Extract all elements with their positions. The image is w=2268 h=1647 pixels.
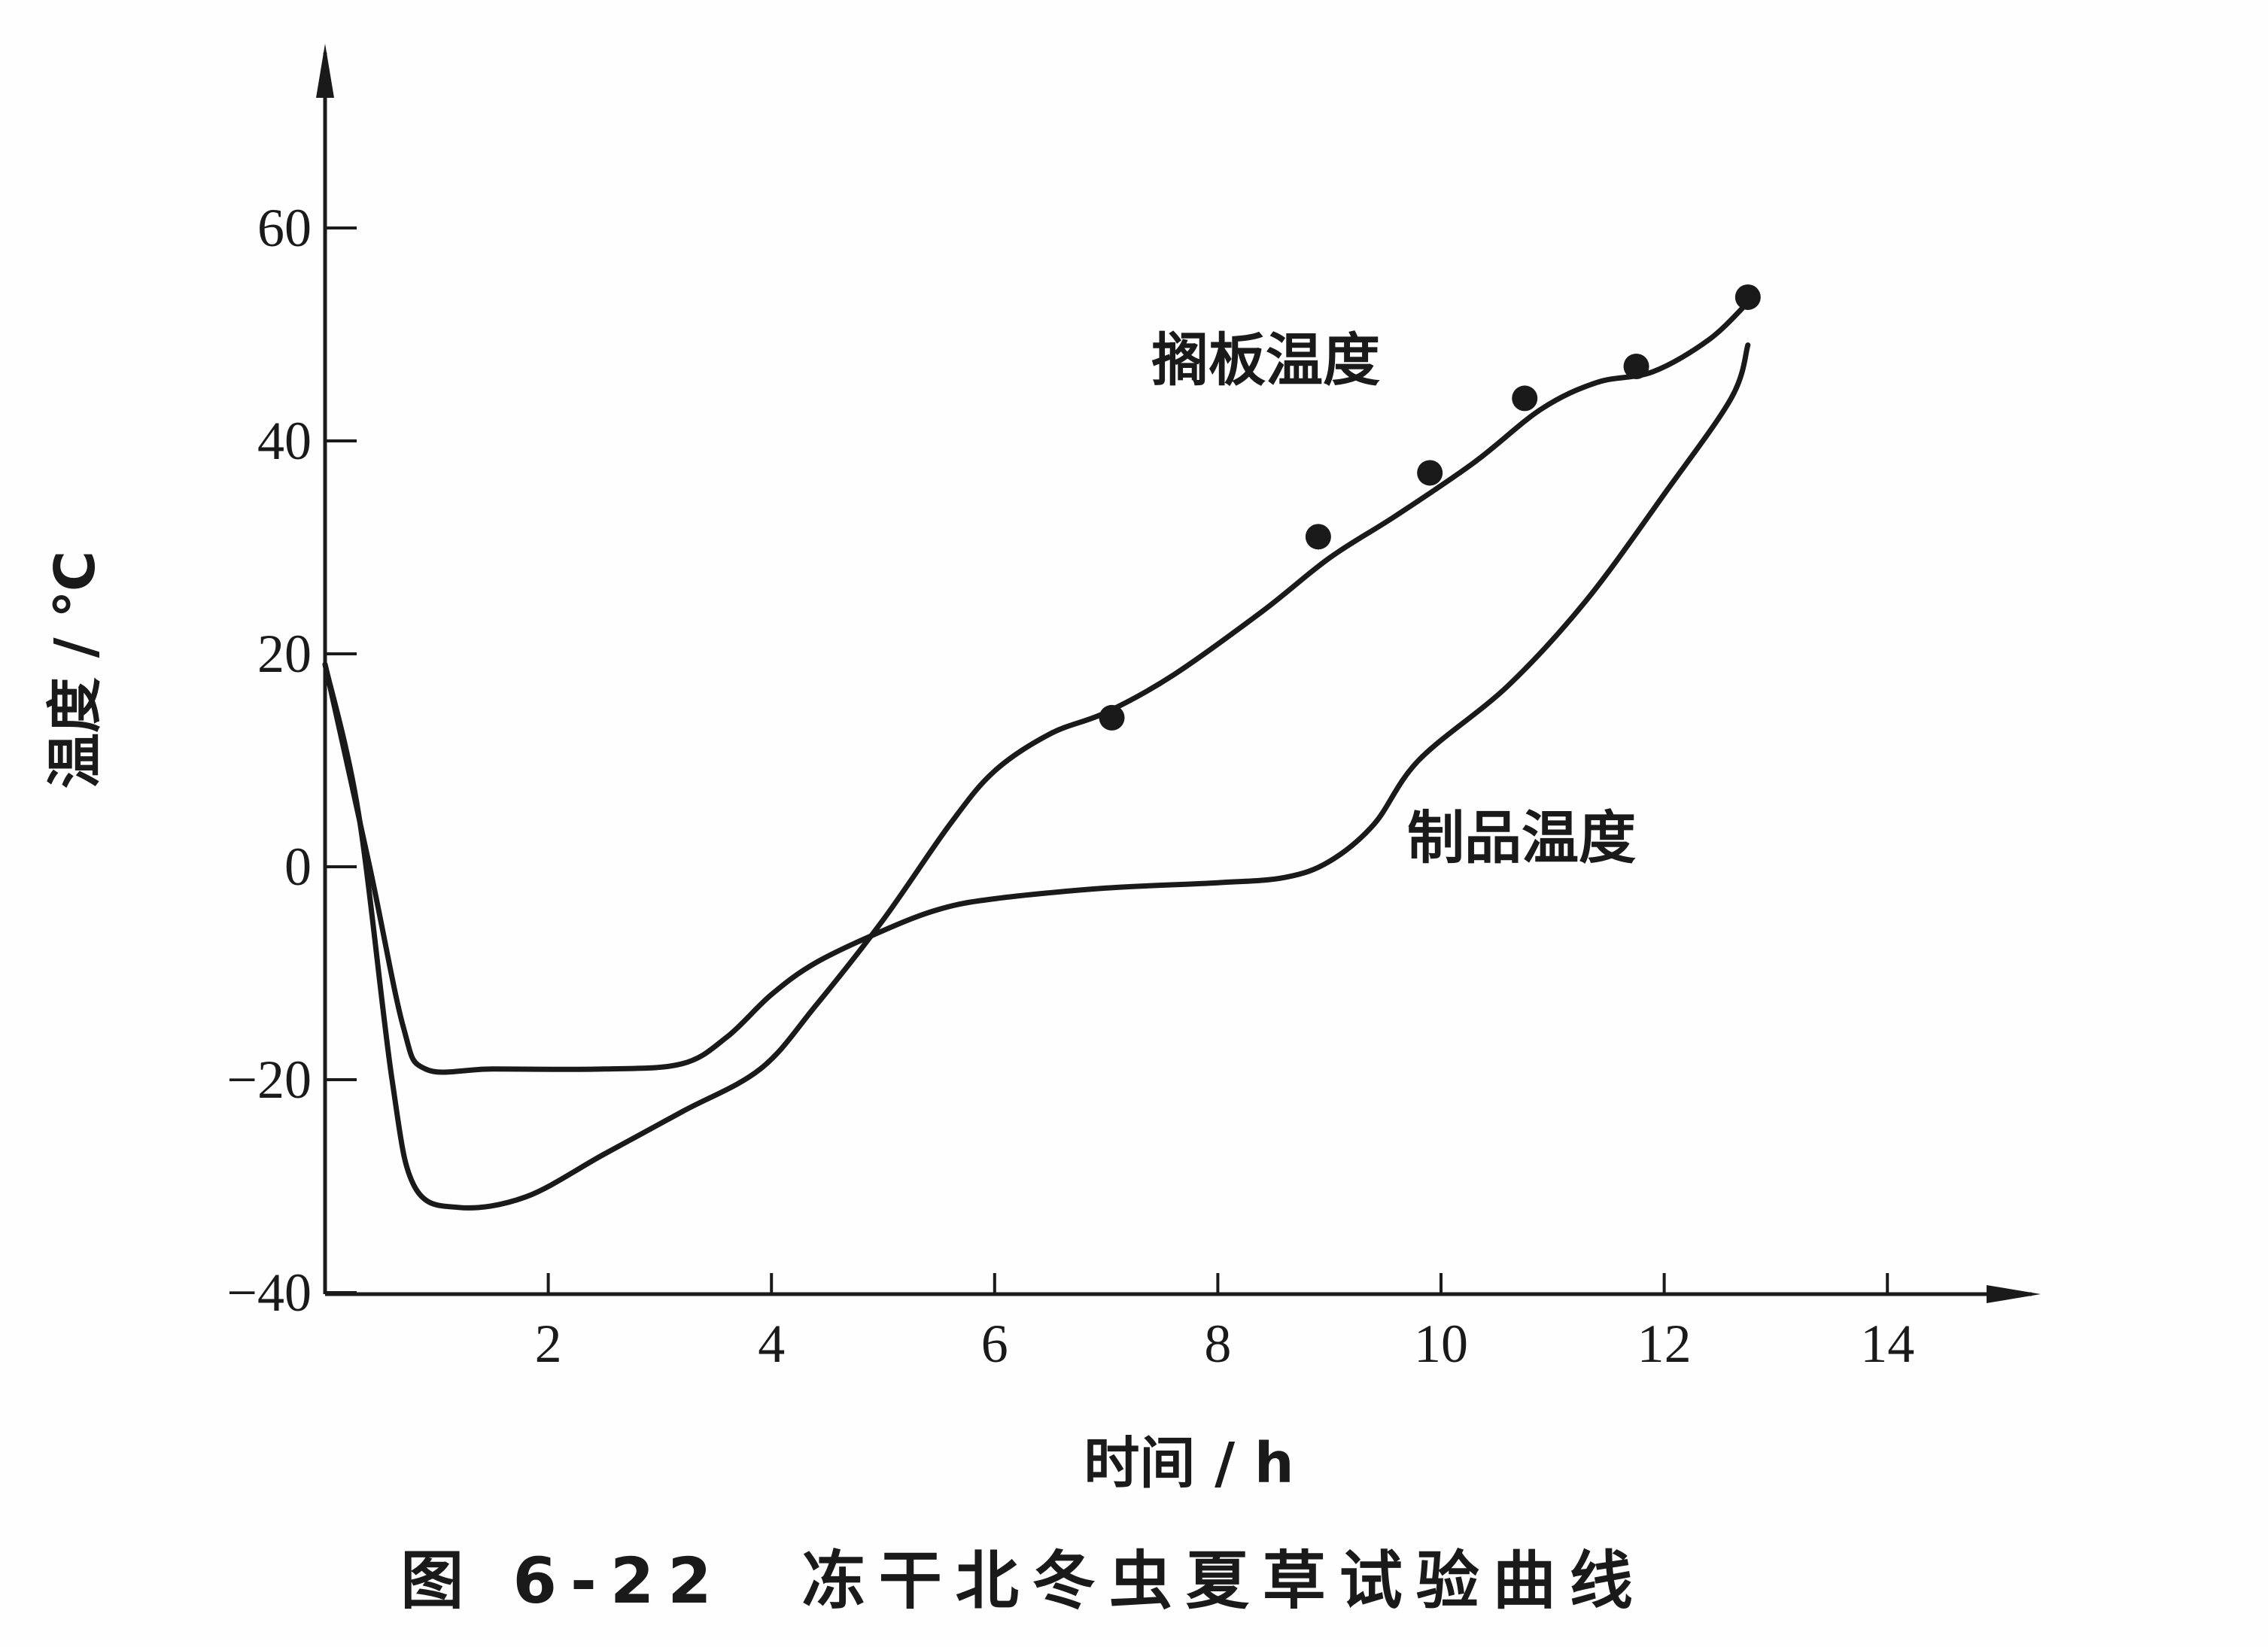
x-axis-title: 时间 / h	[1084, 1431, 1294, 1496]
y-tick-label: −40	[226, 1263, 312, 1323]
y-tick-label: 40	[257, 411, 312, 471]
x-axis-arrow	[1987, 1285, 2041, 1303]
y-tick-label: 0	[284, 837, 312, 897]
x-ticks: 2 4 6 8 10 12 14	[535, 1273, 1914, 1374]
figure-caption: 图 6-22 冻干北冬虫夏草试验曲线	[400, 1544, 1646, 1618]
x-tick-label: 2	[535, 1314, 562, 1374]
data-point	[1305, 524, 1331, 550]
data-point	[1623, 353, 1649, 379]
y-tick-label: −20	[226, 1050, 312, 1110]
markers-layer	[1099, 284, 1761, 731]
x-tick-label: 4	[758, 1314, 785, 1374]
x-tick-label: 8	[1204, 1314, 1231, 1374]
y-axis-title: 温度 / ℃	[43, 551, 108, 789]
x-tick-label: 10	[1414, 1314, 1468, 1374]
x-tick-label: 12	[1637, 1314, 1692, 1374]
shelf-temperature-label: 搁板温度	[1151, 327, 1380, 394]
data-point	[1417, 460, 1443, 486]
x-tick-label: 14	[1860, 1314, 1914, 1374]
y-tick-label: 20	[257, 624, 312, 684]
y-tick-label: 60	[257, 198, 312, 258]
y-axis-arrow	[316, 44, 334, 98]
product-temperature-label: 制品温度	[1407, 804, 1636, 871]
data-point	[1512, 385, 1538, 412]
x-tick-label: 6	[981, 1314, 1008, 1374]
series-layer	[322, 299, 1751, 1211]
data-point	[1099, 704, 1125, 731]
series-line-product-temperature	[322, 299, 1751, 1211]
y-ticks: −40 −20 0 20 40 60	[226, 198, 357, 1323]
series-line-shelf-temperature	[322, 342, 1751, 1075]
data-point	[1734, 284, 1761, 310]
